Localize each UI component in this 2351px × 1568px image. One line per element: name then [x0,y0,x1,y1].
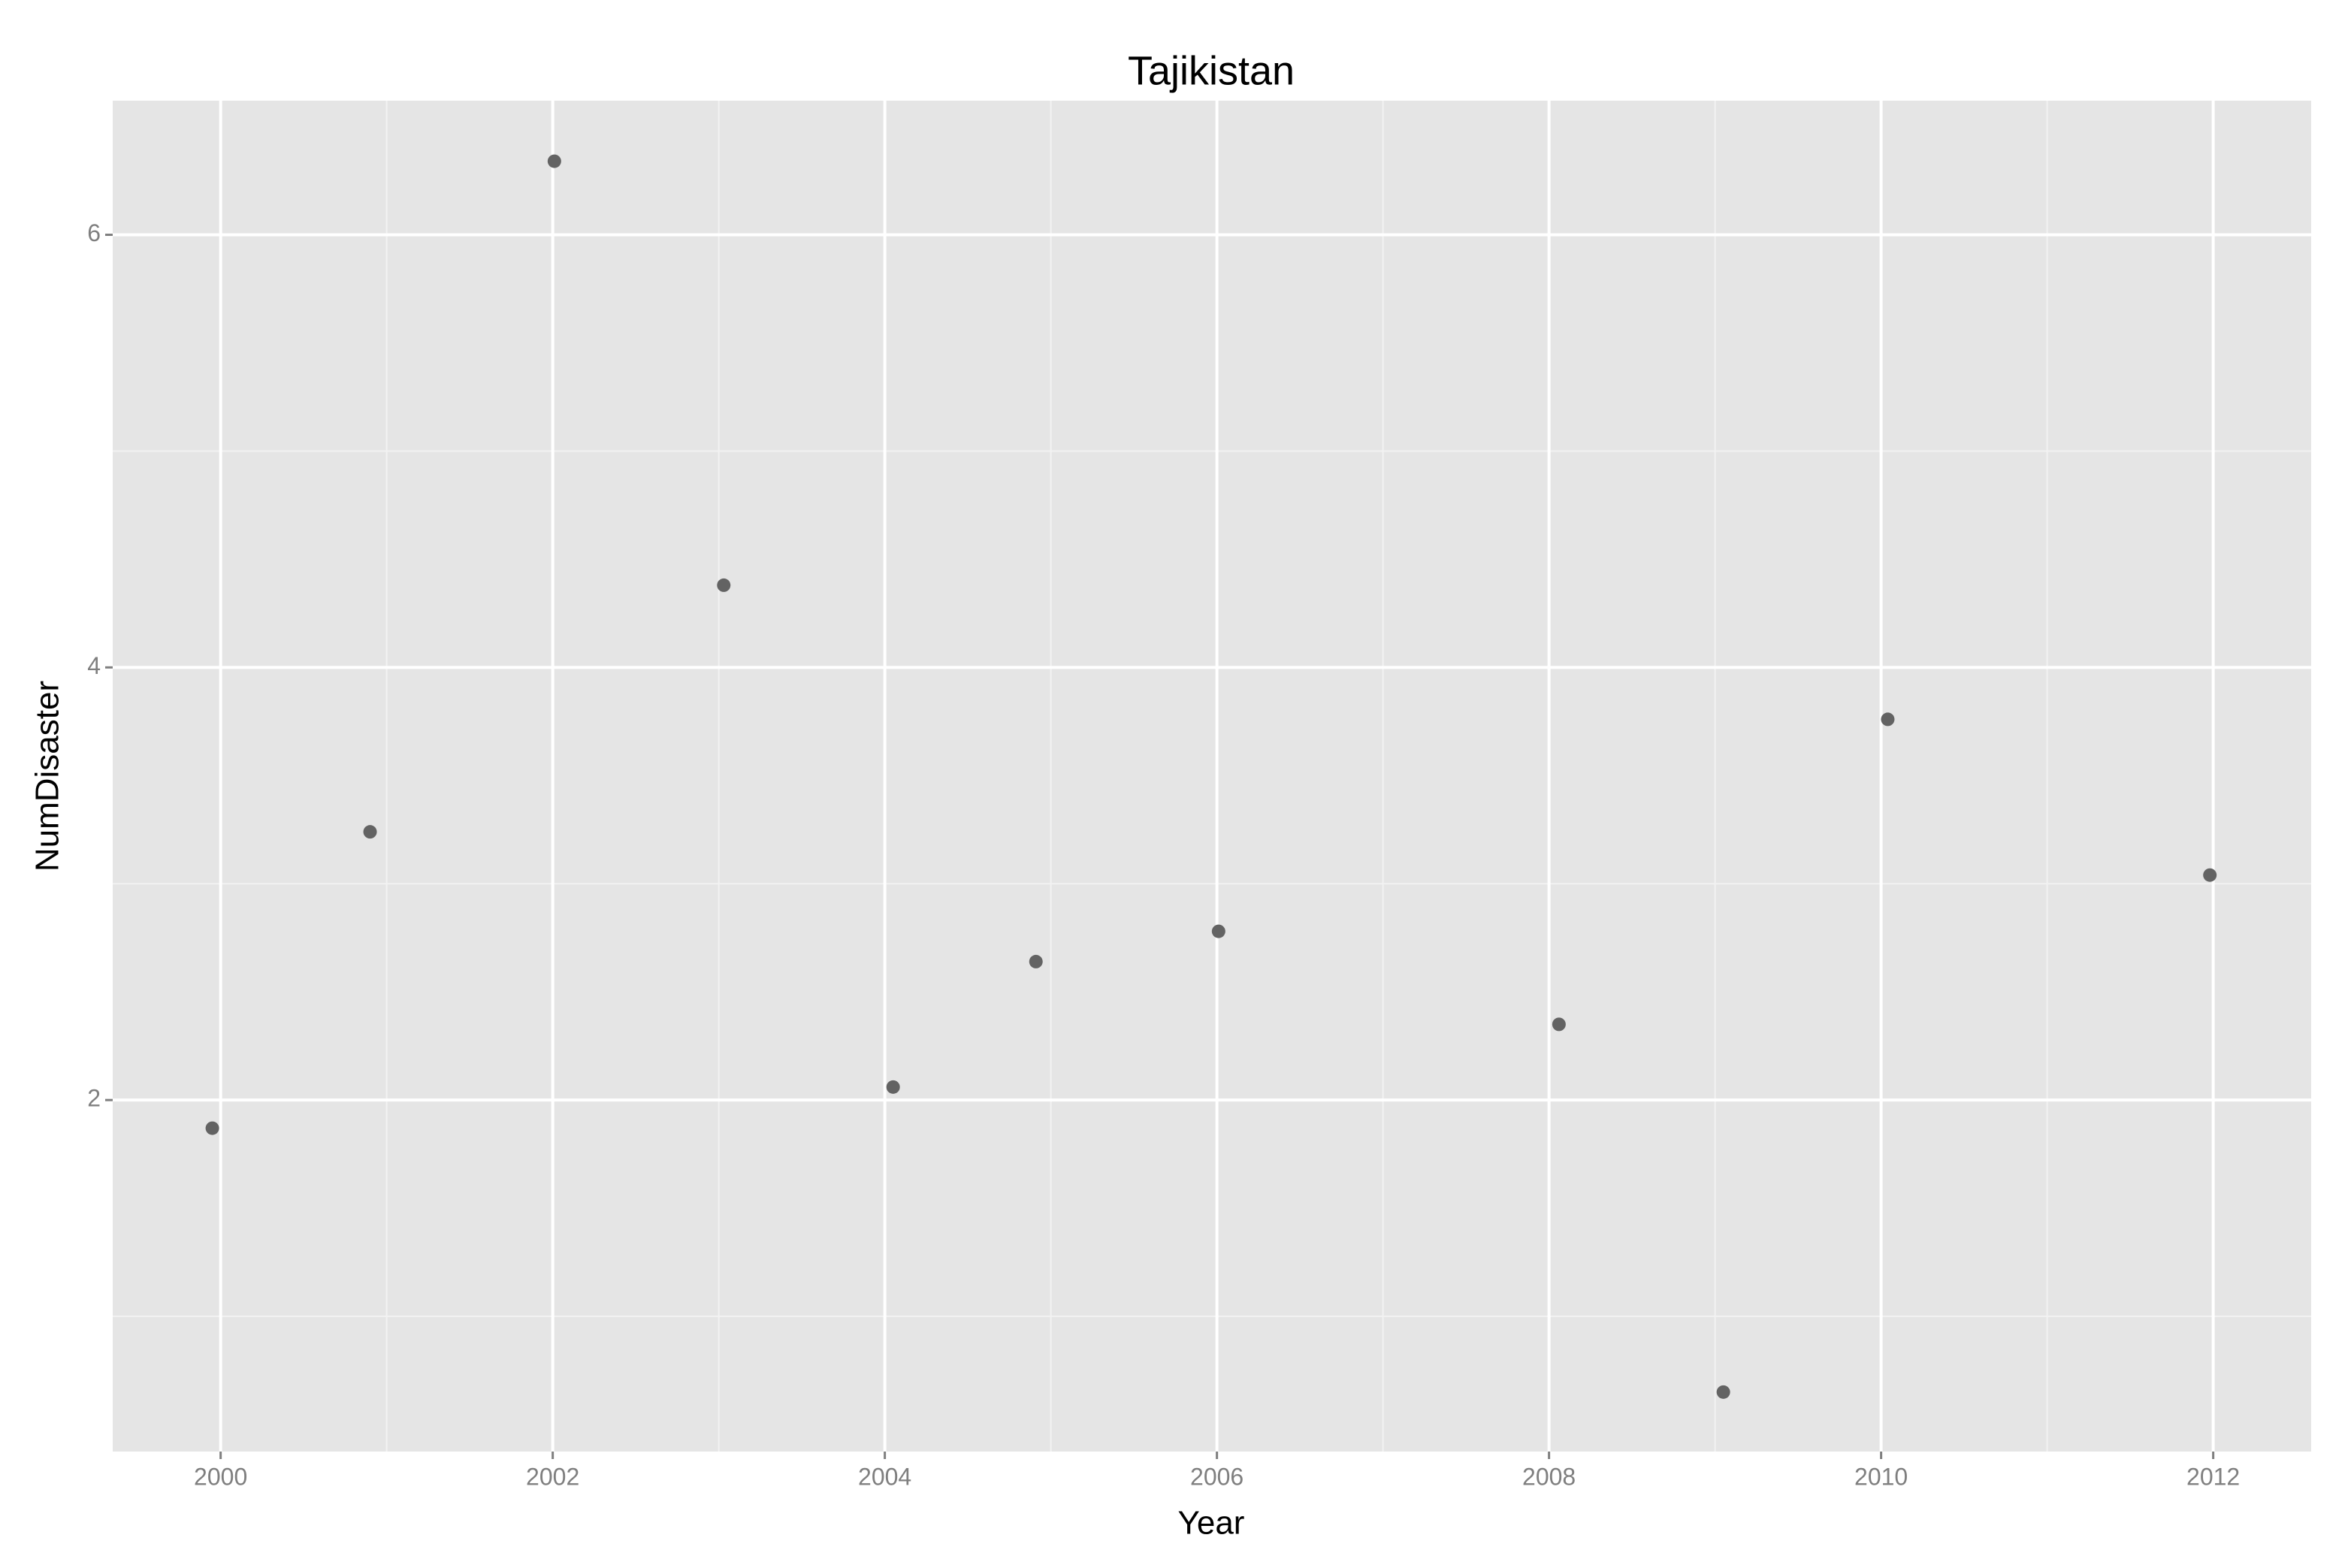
y-tick-label: 6 [87,219,101,246]
point [1716,1385,1730,1399]
point [2203,868,2217,882]
x-tick-label: 2012 [2186,1463,2240,1490]
point [1881,712,1895,727]
x-tick-label: 2006 [1190,1463,1243,1490]
x-tick-label: 2010 [1854,1463,1908,1490]
chart-title: Tajikistan [1128,48,1295,93]
y-tick-label: 2 [87,1085,101,1112]
x-tick-label: 2000 [194,1463,247,1490]
x-axis-label: Year [1178,1505,1245,1542]
point [886,1080,900,1094]
x-tick-label: 2002 [526,1463,579,1490]
point [717,578,731,592]
point [1029,954,1043,968]
point [205,1121,219,1135]
point [1552,1017,1566,1032]
point [1211,924,1225,938]
y-tick-label: 4 [87,652,101,679]
point [547,154,561,168]
y-axis-label: NumDisaster [29,681,66,872]
plot-panel [113,101,2311,1452]
x-tick-label: 2008 [1522,1463,1576,1490]
x-tick-label: 2004 [858,1463,911,1490]
point [363,825,377,839]
